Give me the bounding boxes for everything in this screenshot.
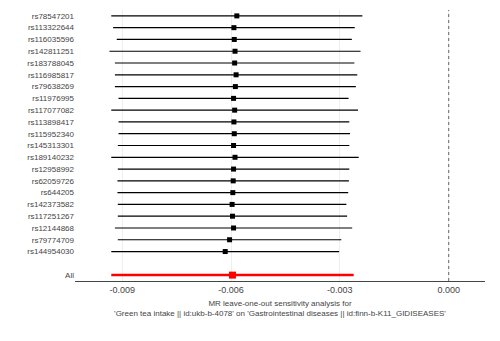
svg-text:rs12144868: rs12144868 [32,224,75,233]
svg-text:rs79774709: rs79774709 [32,236,75,245]
svg-text:-0.006: -0.006 [218,285,244,295]
svg-text:-0.009: -0.009 [109,285,135,295]
svg-text:rs183788045: rs183788045 [27,59,74,68]
svg-text:0.000: 0.000 [437,285,460,295]
svg-text:rs117077082: rs117077082 [28,106,75,115]
svg-text:rs62059726: rs62059726 [32,177,75,186]
svg-text:-0.003: -0.003 [327,285,353,295]
svg-text:rs116035596: rs116035596 [28,35,75,44]
svg-text:All: All [65,271,74,280]
svg-text:rs12958992: rs12958992 [32,165,75,174]
svg-text:rs117251267: rs117251267 [28,212,75,221]
svg-text:rs79638269: rs79638269 [32,82,75,91]
svg-text:rs644205: rs644205 [41,188,75,197]
svg-text:rs189140232: rs189140232 [27,153,74,162]
svg-text:rs113322644: rs113322644 [28,23,75,32]
svg-text:rs11976995: rs11976995 [32,94,74,103]
svg-text:rs116985817: rs116985817 [28,71,75,80]
svg-text:rs113898417: rs113898417 [28,118,75,127]
svg-text:rs115952340: rs115952340 [28,130,75,139]
svg-text:rs144954030: rs144954030 [27,247,74,256]
svg-text:rs142811251: rs142811251 [28,47,75,56]
svg-text:rs145313301: rs145313301 [27,141,74,150]
svg-text:rs78547201: rs78547201 [32,12,75,21]
svg-text:rs142373582: rs142373582 [27,200,74,209]
svg-text:MR leave-one-out sensitivity a: MR leave-one-out sensitivity analysis fo… [114,299,446,318]
